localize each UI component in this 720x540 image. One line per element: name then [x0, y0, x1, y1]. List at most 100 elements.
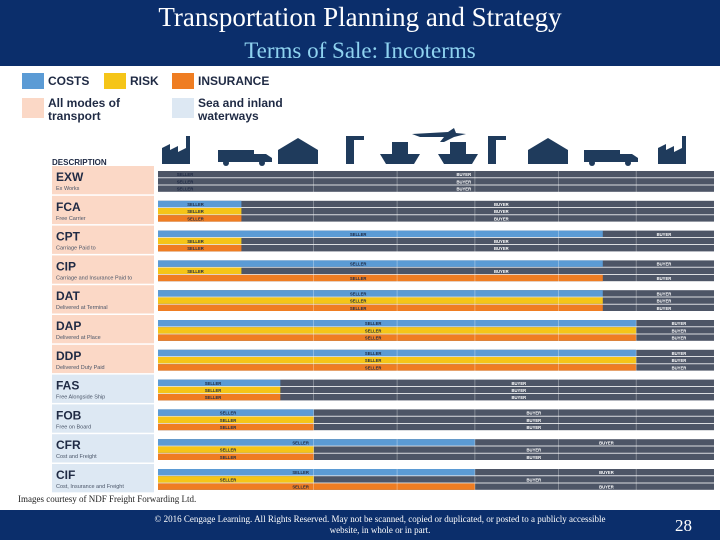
crane-icon-2	[488, 136, 506, 164]
buyer-bar	[158, 237, 714, 245]
term-name: Free Carrier	[56, 216, 86, 222]
image-credit: Images courtesy of NDF Freight Forwardin…	[18, 494, 197, 504]
legend-sea-label: Sea and inland waterways	[198, 96, 283, 123]
seller-bar-label: SELLER	[220, 448, 237, 453]
buyer-bar	[158, 476, 714, 483]
term-name: Delivered Duty Paid	[56, 365, 105, 371]
seller-bar-label: SELLER	[365, 321, 382, 326]
term-description-cell	[52, 285, 154, 314]
buyer-bar	[158, 386, 714, 394]
factory-icon-2	[658, 136, 686, 164]
buyer-bar-label: BUYER	[512, 388, 527, 393]
term-code: FOB	[56, 408, 82, 422]
term-description-cell	[52, 315, 154, 344]
term-description-cell	[52, 344, 154, 374]
buyer-bar	[158, 416, 714, 423]
ship-icon-2	[438, 142, 478, 164]
buyer-bar-label: BUYER	[657, 291, 672, 296]
term-description-cell	[52, 195, 154, 225]
buyer-bar	[158, 215, 714, 222]
seller-bar	[158, 274, 603, 282]
seller-bar	[158, 215, 242, 222]
seller-bar	[158, 208, 242, 215]
term-description-cell	[52, 166, 154, 195]
description-header: DESCRIPTION	[52, 158, 107, 167]
airplane-icon	[412, 128, 466, 142]
seller-bar-label: SELLER	[365, 328, 382, 333]
buyer-bar-label: BUYER	[494, 202, 509, 207]
term-description-cell	[52, 434, 154, 463]
term-code: DAT	[56, 289, 80, 303]
seller-bar	[158, 416, 314, 423]
seller-bar-label: SELLER	[350, 291, 367, 296]
legend-sea-swatch	[172, 98, 194, 118]
copyright-notice: © 2016 Cengage Learning. All Rights Rese…	[154, 514, 606, 535]
buyer-bar-label: BUYER	[494, 269, 509, 274]
seller-bar-label: SELLER	[350, 299, 367, 304]
buyer-bar-label: BUYER	[672, 336, 687, 341]
buyer-bar-label: BUYER	[456, 179, 471, 184]
buyer-bar-label: BUYER	[527, 418, 542, 423]
buyer-bar-label: BUYER	[672, 358, 687, 363]
seller-bar-label: SELLER	[187, 202, 204, 207]
buyer-bar-label: BUYER	[657, 306, 672, 311]
ship-icon	[380, 142, 420, 164]
buyer-bar-label: BUYER	[672, 321, 687, 326]
warehouse-icon	[278, 138, 318, 164]
buyer-bar-label: BUYER	[657, 299, 672, 304]
legend: COSTS RISK INSURANCE All modes of transpo…	[18, 70, 718, 130]
buyer-bar	[158, 171, 714, 178]
seller-bar	[158, 245, 242, 252]
buyer-bar	[158, 185, 714, 192]
slide-footer: © 2016 Cengage Learning. All Rights Rese…	[0, 510, 720, 540]
seller-bar	[158, 304, 603, 311]
seller-bar	[158, 394, 281, 401]
term-name: Delivered at Terminal	[56, 305, 108, 311]
legend-all-modes-swatch	[22, 98, 44, 118]
buyer-bar-label: BUYER	[672, 328, 687, 333]
term-name: Carriage and Insurance Paid to	[56, 275, 132, 281]
term-name: Cost, Insurance and Freight	[56, 484, 124, 490]
buyer-bar-label: BUYER	[672, 365, 687, 370]
buyer-bar	[158, 446, 714, 453]
term-name: Ex Works	[56, 186, 80, 192]
seller-bar-label: SELLER	[220, 418, 237, 423]
truck-icon-2	[584, 150, 638, 162]
buyer-bar-label: BUYER	[657, 232, 672, 237]
seller-bar-label: SELLER	[220, 411, 237, 416]
slide-subtitle: Terms of Sale: Incoterms	[244, 38, 476, 63]
legend-costs-label: COSTS	[48, 74, 90, 88]
buyer-bar	[158, 453, 714, 460]
truck-icon	[218, 150, 272, 162]
seller-bar-label: SELLER	[365, 365, 382, 370]
term-name: Delivered at Place	[56, 335, 101, 341]
buyer-bar-label: BUYER	[456, 172, 471, 177]
page-number: 28	[675, 516, 692, 535]
legend-insurance-label: INSURANCE	[198, 74, 270, 88]
term-description-cell	[52, 374, 154, 403]
seller-bar	[158, 439, 475, 446]
buyer-bar	[158, 267, 714, 274]
seller-bar	[158, 469, 475, 476]
seller-bar-label: SELLER	[205, 395, 222, 400]
seller-bar-label: SELLER	[220, 477, 237, 482]
seller-bar	[158, 453, 314, 460]
term-code: FAS	[56, 379, 79, 393]
seller-bar	[158, 290, 603, 297]
slide-header: Transportation Planning and Strategy Ter…	[0, 0, 720, 66]
legend-all-modes-label: All modes of transport	[48, 96, 121, 123]
seller-bar-label: SELLER	[177, 172, 194, 177]
seller-bar-label: SELLER	[205, 388, 222, 393]
seller-bar-label: SELLER	[292, 470, 309, 475]
transport-icons-strip	[162, 128, 686, 166]
factory-icon	[162, 136, 190, 164]
term-code: DDP	[56, 349, 81, 363]
seller-bar-label: SELLER	[205, 381, 222, 386]
seller-bar-label: SELLER	[220, 425, 237, 430]
seller-bar	[158, 409, 314, 416]
legend-insurance-swatch	[172, 73, 194, 89]
buyer-bar-label: BUYER	[527, 477, 542, 482]
seller-bar-label: SELLER	[187, 216, 204, 221]
term-code: CPT	[56, 230, 81, 244]
